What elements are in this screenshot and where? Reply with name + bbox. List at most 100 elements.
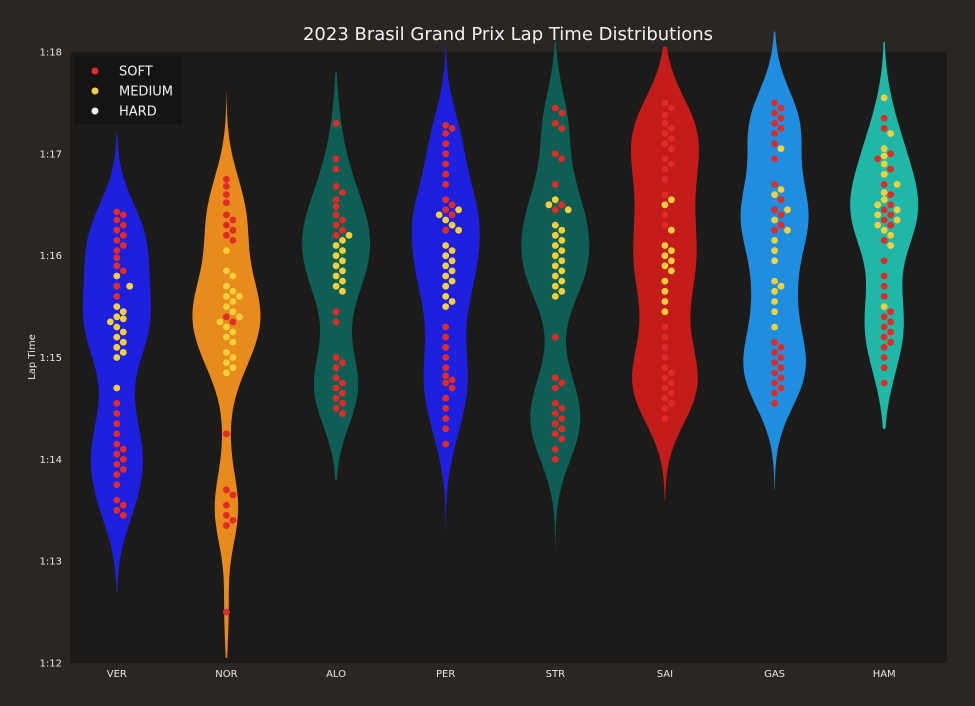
lap-point-soft — [661, 384, 669, 392]
lap-point-medium — [880, 145, 888, 153]
lap-point-medium — [223, 349, 230, 356]
lap-point-medium — [558, 257, 566, 265]
lap-point-medium — [887, 130, 894, 137]
lap-point-soft — [668, 104, 675, 112]
x-tick-label: SAI — [657, 669, 673, 680]
lap-point-medium — [119, 308, 127, 316]
lap-point-soft — [771, 130, 778, 137]
lap-point-soft — [339, 189, 346, 196]
lap-point-soft — [223, 199, 230, 207]
lap-point-soft — [771, 109, 778, 117]
chart-title: 2023 Brasil Grand Prix Lap Time Distribu… — [303, 24, 713, 45]
lap-point-soft — [442, 425, 450, 433]
lap-point-medium — [113, 343, 121, 351]
lap-point-medium — [229, 272, 237, 280]
lap-point-medium — [113, 272, 121, 280]
x-tick-label: GAS — [764, 669, 785, 680]
lap-point-soft — [887, 201, 894, 209]
lap-point-soft — [668, 389, 675, 397]
lap-point-medium — [784, 206, 791, 214]
lap-point-medium — [229, 328, 237, 336]
lap-point-medium — [332, 272, 340, 280]
lap-point-soft — [887, 308, 894, 316]
lap-point-soft — [661, 119, 669, 127]
lap-point-medium — [435, 211, 443, 219]
lap-point-soft — [880, 293, 888, 300]
lap-point-soft — [880, 379, 888, 387]
lap-point-soft — [551, 384, 559, 392]
lap-point-medium — [558, 267, 566, 275]
lap-point-medium — [442, 262, 450, 270]
x-tick-label: NOR — [215, 669, 237, 680]
lap-point-soft — [442, 333, 450, 341]
lap-point-soft — [668, 145, 675, 153]
lap-point-medium — [880, 226, 888, 234]
lap-point-soft — [558, 415, 566, 422]
lap-point-soft — [119, 231, 127, 239]
lap-point-soft — [113, 237, 121, 244]
lap-point-soft — [777, 221, 785, 229]
lap-point-soft — [551, 181, 559, 188]
lap-point-medium — [229, 308, 237, 316]
lap-point-soft — [113, 471, 121, 478]
lap-point-soft — [442, 364, 450, 372]
lap-point-soft — [113, 216, 121, 224]
lap-point-medium — [551, 272, 559, 280]
lap-point-medium — [113, 384, 121, 392]
lap-point-medium — [113, 303, 121, 310]
lap-point-soft — [442, 405, 450, 412]
lap-point-soft — [223, 313, 230, 321]
lap-point-soft — [119, 221, 127, 229]
lap-point-soft — [661, 165, 669, 173]
lap-point-soft — [442, 415, 450, 422]
lap-point-soft — [332, 405, 340, 412]
lap-point-soft — [777, 343, 785, 351]
swarm-points-layer — [107, 94, 901, 616]
lap-point-medium — [551, 242, 559, 249]
lap-point-medium — [442, 293, 450, 300]
lap-point-soft — [777, 354, 785, 361]
lap-point-soft — [771, 155, 778, 163]
lap-point-medium — [551, 252, 559, 260]
lap-point-soft — [661, 323, 669, 331]
lap-point-medium — [339, 247, 346, 255]
lap-point-soft — [332, 374, 340, 382]
lap-point-medium — [558, 226, 566, 234]
lap-point-soft — [113, 262, 121, 270]
lap-point-soft — [332, 211, 340, 219]
violin-ver — [82, 133, 151, 592]
lap-point-medium — [777, 282, 785, 290]
lap-point-soft — [339, 389, 346, 397]
lap-point-medium — [545, 201, 553, 209]
lap-point-soft — [119, 511, 127, 519]
lap-point-medium — [113, 313, 121, 321]
lap-point-medium — [339, 237, 346, 244]
lap-point-soft — [880, 124, 888, 132]
lap-point-soft — [880, 364, 888, 372]
lap-point-medium — [893, 206, 901, 214]
lap-point-soft — [661, 405, 669, 412]
lap-point-medium — [448, 257, 456, 265]
lap-point-soft — [887, 165, 894, 173]
lap-point-soft — [558, 109, 566, 117]
lap-point-medium — [119, 349, 127, 356]
x-tick-label: STR — [546, 669, 565, 680]
lap-point-soft — [448, 376, 456, 384]
legend-label-soft: SOFT — [119, 65, 153, 80]
lap-point-soft — [661, 221, 669, 229]
y-tick-label: 1:13 — [40, 557, 62, 568]
lap-point-medium — [661, 252, 669, 260]
lap-point-medium — [668, 226, 675, 234]
lap-point-soft — [661, 175, 669, 183]
lap-point-medium — [661, 277, 669, 285]
lap-point-soft — [771, 119, 778, 127]
lap-point-soft — [771, 206, 778, 214]
lap-point-soft — [551, 430, 559, 438]
lap-point-soft — [880, 206, 888, 214]
lap-point-soft — [668, 369, 675, 377]
lap-point-soft — [771, 140, 778, 148]
lap-point-medium — [661, 242, 669, 249]
y-tick-label: 1:18 — [40, 48, 62, 59]
lap-point-soft — [887, 338, 894, 346]
lap-point-medium — [668, 257, 675, 265]
